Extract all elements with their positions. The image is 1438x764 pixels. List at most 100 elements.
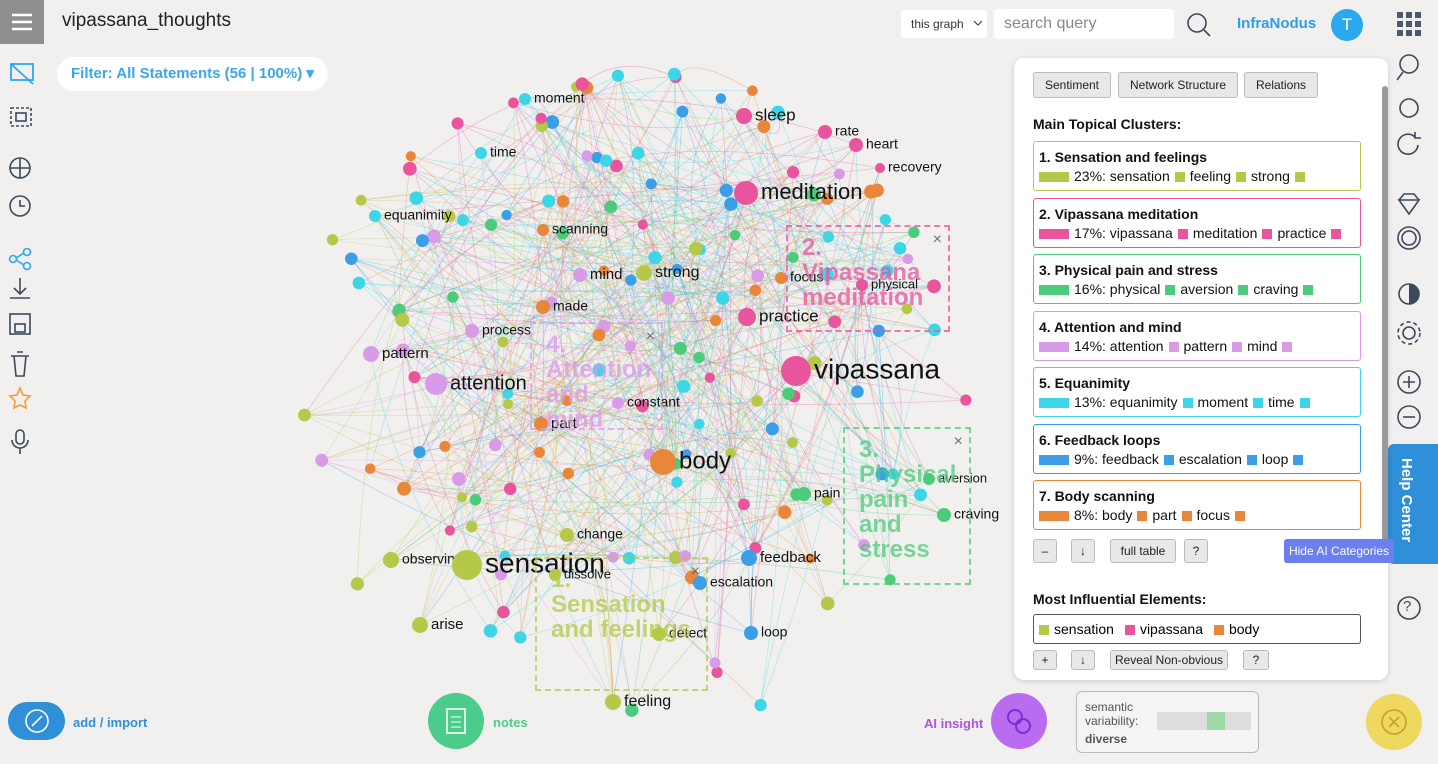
- close-fab[interactable]: [1366, 694, 1422, 750]
- scrollbar[interactable]: [1382, 86, 1388, 556]
- notes-label[interactable]: notes: [493, 715, 528, 730]
- node[interactable]: [923, 473, 935, 485]
- scope-select[interactable]: this graph: [901, 10, 987, 38]
- node[interactable]: [412, 617, 428, 633]
- add-label[interactable]: add / import: [73, 715, 148, 730]
- node[interactable]: [383, 552, 399, 568]
- cluster-card[interactable]: 1. Sensation and feelings 23%: sensation f…: [1033, 141, 1361, 191]
- node[interactable]: [693, 576, 707, 590]
- node[interactable]: [781, 356, 811, 386]
- cluster-card[interactable]: 5. Equanimity 13%: equanimity moment time: [1033, 367, 1361, 417]
- node: [451, 472, 466, 486]
- node[interactable]: [465, 324, 479, 338]
- edge: [744, 171, 794, 318]
- brand[interactable]: InfraNodus: [1237, 15, 1317, 32]
- notes-button[interactable]: [428, 693, 484, 749]
- edge: [369, 98, 526, 469]
- cluster-card[interactable]: 3. Physical pain and stress 16%: physical…: [1033, 254, 1361, 304]
- node[interactable]: [849, 138, 863, 152]
- node[interactable]: [536, 300, 550, 314]
- edge: [603, 270, 619, 404]
- influential-button[interactable]: +: [1033, 650, 1057, 670]
- edge: [542, 306, 681, 351]
- panel-tab[interactable]: Network Structure: [1118, 72, 1238, 98]
- close-overlay[interactable]: ×: [645, 328, 655, 345]
- edge: [513, 98, 857, 146]
- node[interactable]: [369, 210, 381, 222]
- hide-ai-button[interactable]: Hide AI Categories: [1284, 539, 1394, 563]
- help-question[interactable]: ?: [1403, 598, 1412, 615]
- edge: [374, 215, 676, 465]
- node[interactable]: [937, 508, 951, 522]
- node[interactable]: [650, 449, 676, 475]
- apps-icon[interactable]: [1396, 11, 1422, 37]
- node[interactable]: [605, 694, 621, 710]
- ai-button[interactable]: [991, 693, 1047, 749]
- node[interactable]: [875, 163, 885, 173]
- node[interactable]: [738, 308, 756, 326]
- edge: [490, 224, 696, 259]
- influential-button[interactable]: ↓: [1071, 650, 1095, 670]
- influential-button[interactable]: Reveal Non-obvious: [1110, 650, 1228, 670]
- node[interactable]: [519, 93, 531, 105]
- filter-pill[interactable]: Filter: All Statements (56 | 100%) ▾: [57, 57, 328, 91]
- panel-tab[interactable]: Relations: [1244, 72, 1318, 98]
- node[interactable]: [560, 528, 574, 542]
- node[interactable]: [736, 108, 752, 124]
- influential-term[interactable]: vipassana: [1139, 621, 1203, 637]
- cluster-card[interactable]: 7. Body scanning 8%: body part focus: [1033, 480, 1361, 530]
- menu-button[interactable]: [0, 0, 44, 44]
- edge: [358, 273, 828, 292]
- edge: [603, 270, 693, 578]
- cluster-term: feeling: [1189, 168, 1231, 184]
- node[interactable]: [363, 346, 379, 362]
- edge: [399, 285, 935, 317]
- close-overlay[interactable]: ×: [953, 433, 963, 450]
- node[interactable]: [741, 550, 757, 566]
- node[interactable]: [818, 125, 832, 139]
- close-overlay[interactable]: ×: [690, 563, 700, 580]
- node[interactable]: [856, 279, 868, 291]
- node[interactable]: [549, 569, 561, 581]
- node[interactable]: [573, 268, 587, 282]
- node[interactable]: [537, 224, 549, 236]
- node[interactable]: [475, 147, 487, 159]
- cluster-button[interactable]: –: [1033, 539, 1057, 563]
- search-icon[interactable]: [1185, 11, 1213, 39]
- node[interactable]: [652, 627, 666, 641]
- cluster-card[interactable]: 6. Feedback loops 9%: feedback escalation l…: [1033, 423, 1361, 474]
- edge: [419, 326, 605, 626]
- influential-term[interactable]: body: [1228, 621, 1260, 637]
- node[interactable]: [797, 487, 811, 501]
- influential-term[interactable]: sensation: [1054, 621, 1114, 637]
- node[interactable]: [425, 373, 447, 395]
- panel-tab[interactable]: Sentiment: [1033, 72, 1111, 98]
- node-label: attention: [450, 372, 527, 394]
- cluster-card[interactable]: 4. Attention and mind 14%: attention patte…: [1033, 310, 1361, 361]
- node[interactable]: [534, 417, 548, 431]
- node[interactable]: [775, 272, 787, 284]
- ai-label[interactable]: AI insight: [924, 716, 984, 731]
- edge: [743, 115, 930, 480]
- search-input[interactable]: search query: [994, 9, 1174, 39]
- add-button[interactable]: [8, 702, 65, 740]
- node[interactable]: [612, 397, 624, 409]
- cluster-button[interactable]: ↓: [1071, 539, 1095, 563]
- node: [671, 263, 683, 275]
- edge: [679, 192, 747, 349]
- close-overlay[interactable]: ×: [932, 231, 942, 248]
- node[interactable]: [636, 265, 652, 281]
- cluster-button[interactable]: ?: [1184, 539, 1208, 563]
- edge: [617, 198, 828, 404]
- influential-button[interactable]: ?: [1243, 650, 1269, 670]
- cluster-button[interactable]: full table: [1110, 539, 1176, 563]
- node[interactable]: [734, 181, 758, 205]
- node[interactable]: [744, 626, 758, 640]
- term-swatch: [1182, 398, 1193, 408]
- cluster-card[interactable]: 2. Vipassana meditation 17%: vipassana med…: [1033, 197, 1361, 248]
- node[interactable]: [452, 550, 482, 580]
- avatar[interactable]: T: [1331, 9, 1363, 41]
- edge: [419, 121, 553, 626]
- help-tab[interactable]: Help Center: [1388, 444, 1438, 564]
- edge: [402, 319, 446, 447]
